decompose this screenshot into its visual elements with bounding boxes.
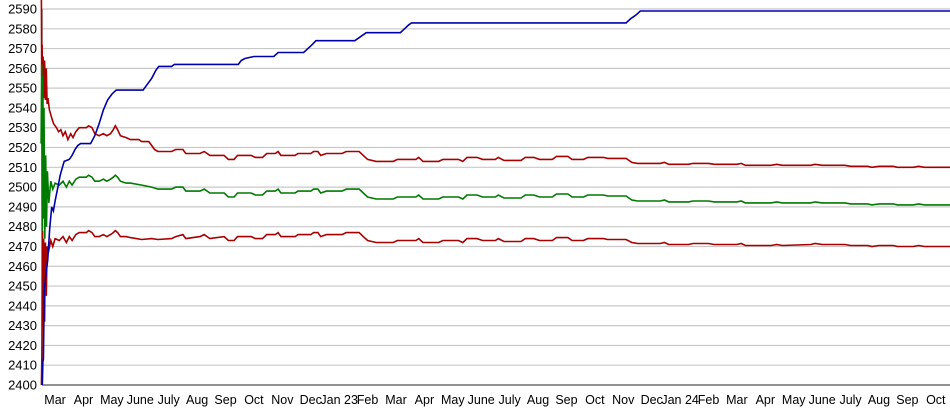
- x-tick-label: June: [468, 393, 495, 407]
- y-tick-label: 2490: [8, 199, 37, 214]
- green-series-line: [40, 64, 950, 239]
- x-tick-label: Aug: [868, 393, 890, 407]
- y-tick-label: 2510: [8, 160, 37, 175]
- x-tick-label: July: [839, 393, 862, 407]
- x-tick-label: May: [782, 393, 806, 407]
- y-tick-label: 2440: [8, 298, 37, 313]
- y-tick-label: 2430: [8, 318, 37, 333]
- y-tick-label: 2570: [8, 41, 37, 56]
- x-tick-label: May: [100, 393, 124, 407]
- blue-series-line: [41, 10, 950, 386]
- y-tick-label: 2590: [8, 2, 37, 17]
- x-tick-label: Jan 23: [320, 393, 358, 407]
- x-tick-label: Sep: [214, 393, 236, 407]
- x-tick-label: Sep: [555, 393, 577, 407]
- y-tick-label: 2470: [8, 239, 37, 254]
- x-tick-label: Oct: [926, 393, 946, 407]
- x-tick-label: Feb: [698, 393, 720, 407]
- y-tick-label: 2460: [8, 259, 37, 274]
- x-tick-label: Aug: [186, 393, 208, 407]
- x-tick-label: Oct: [244, 393, 264, 407]
- x-tick-label: Feb: [357, 393, 379, 407]
- x-tick-label: May: [441, 393, 465, 407]
- y-tick-label: 2540: [8, 100, 37, 115]
- y-tick-label: 2500: [8, 180, 37, 195]
- y-tick-label: 2420: [8, 338, 37, 353]
- y-tick-label: 2520: [8, 140, 37, 155]
- y-tick-label: 2450: [8, 279, 37, 294]
- x-tick-label: Dec: [300, 393, 322, 407]
- y-tick-label: 2400: [8, 378, 37, 393]
- x-tick-label: June: [127, 393, 154, 407]
- x-tick-label: Nov: [612, 393, 635, 407]
- x-tick-label: Oct: [585, 393, 605, 407]
- y-tick-label: 2410: [8, 358, 37, 373]
- x-tick-label: July: [499, 393, 522, 407]
- y-tick-label: 2550: [8, 81, 37, 96]
- x-tick-label: Nov: [271, 393, 294, 407]
- x-tick-label: July: [158, 393, 181, 407]
- x-tick-label: Mar: [44, 393, 66, 407]
- x-tick-label: Apr: [756, 393, 775, 407]
- y-tick-label: 2580: [8, 21, 37, 36]
- x-tick-label: Jan 24: [661, 393, 699, 407]
- x-tick-label: June: [809, 393, 836, 407]
- y-tick-label: 2480: [8, 219, 37, 234]
- x-tick-label: Dec: [641, 393, 663, 407]
- x-tick-label: Aug: [527, 393, 549, 407]
- x-tick-label: Apr: [415, 393, 434, 407]
- x-tick-label: Apr: [74, 393, 93, 407]
- y-tick-label: 2530: [8, 120, 37, 135]
- x-tick-label: Sep: [896, 393, 918, 407]
- x-tick-label: Mar: [385, 393, 407, 407]
- red-upper-series-line: [40, 0, 950, 169]
- x-tick-label: Mar: [726, 393, 748, 407]
- y-tick-label: 2560: [8, 61, 37, 76]
- red-lower-series-line: [40, 229, 950, 386]
